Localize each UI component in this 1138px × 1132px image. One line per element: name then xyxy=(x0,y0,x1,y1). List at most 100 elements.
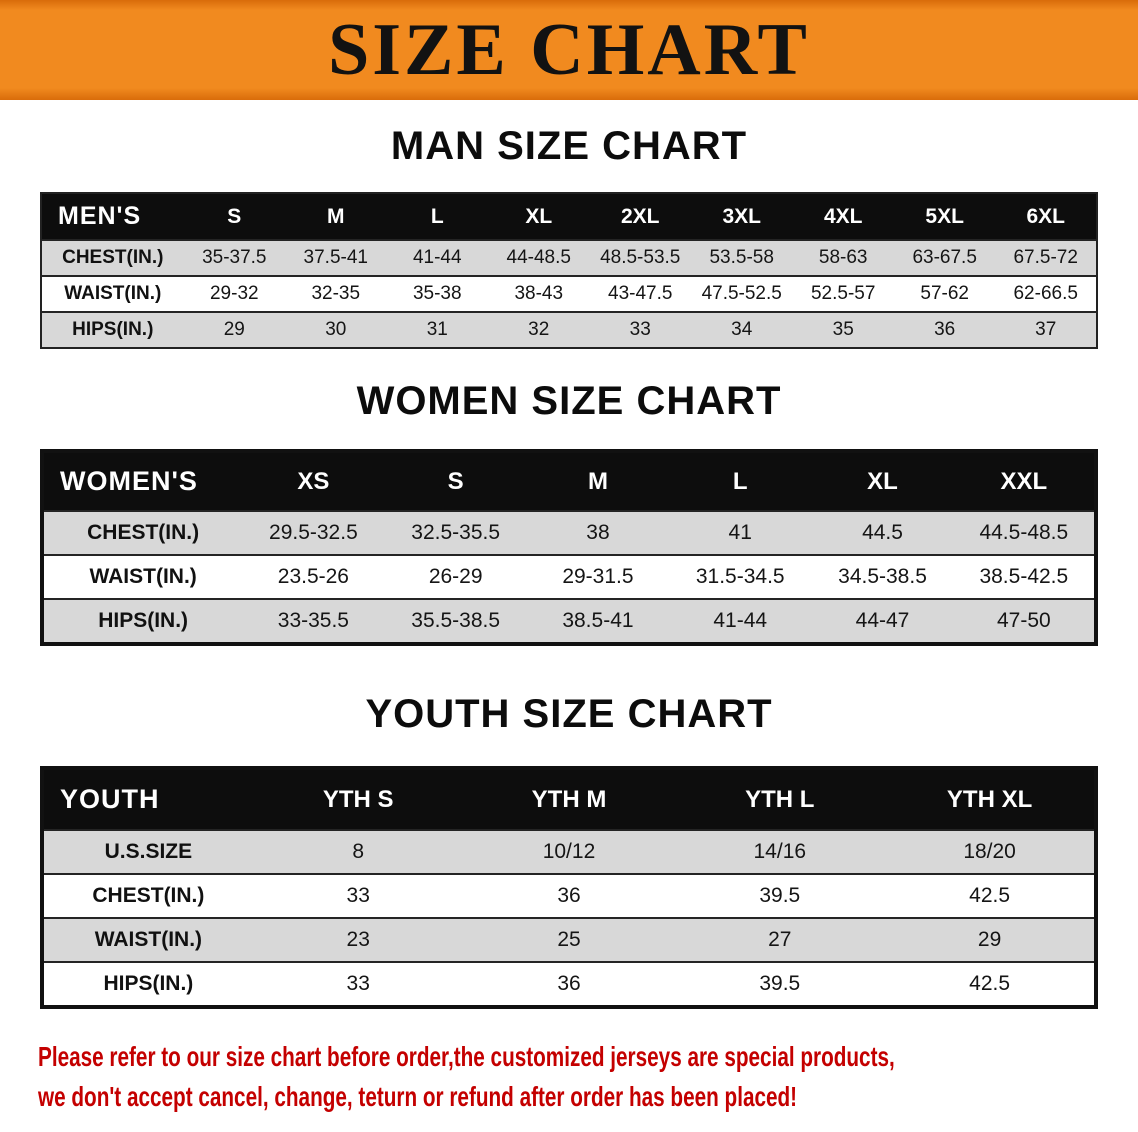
size-value: 29 xyxy=(977,928,1002,951)
size-value: 35-38 xyxy=(412,283,462,304)
size-column-header: 2XL xyxy=(620,204,660,228)
size-column-header: YTH M xyxy=(531,785,607,813)
size-value: 32-35 xyxy=(311,283,361,304)
size-value: 41 xyxy=(728,521,752,544)
size-column-header: L xyxy=(732,467,748,495)
size-value: 33 xyxy=(346,884,370,907)
size-value: 38.5-41 xyxy=(562,609,634,632)
table-row: HIPS(IN.) 33-35.5 35.5-38.5 38.5-41 41-44 44-… xyxy=(42,599,1096,644)
table-row: WAIST(IN.) 23.5-26 26-29 29-31.5 31.5-34.5 34… xyxy=(42,555,1096,599)
table-header-row: YOUTH YTH S YTH M YTH L YTH XL xyxy=(42,768,1096,830)
women-size-section: WOMEN SIZE CHART WOMEN'S XS S M L XL XXL CHEST(… xyxy=(0,379,1138,646)
size-value: 39.5 xyxy=(759,972,801,995)
size-value: 31 xyxy=(426,319,448,340)
size-value: 29-32 xyxy=(209,283,259,304)
size-value: 26-29 xyxy=(428,565,483,588)
size-value: 38 xyxy=(586,521,610,544)
page-title: SIZE CHART xyxy=(328,9,810,91)
youth-size-section: YOUTH SIZE CHART YOUTH YTH S YTH M YTH L YTH… xyxy=(0,692,1138,1009)
size-value: 23.5-26 xyxy=(277,565,349,588)
size-value: 10/12 xyxy=(542,840,596,863)
size-value: 39.5 xyxy=(759,884,801,907)
size-value: 36 xyxy=(557,884,581,907)
size-value: 62-66.5 xyxy=(1013,283,1078,304)
women-size-table: WOMEN'S XS S M L XL XXL CHEST(IN.) 29.5-32.5 32.5… xyxy=(40,449,1098,646)
size-value: 48.5-53.5 xyxy=(600,247,681,268)
size-value: 42.5 xyxy=(969,884,1011,907)
size-column-header: L xyxy=(430,204,444,228)
row-label: CHEST(IN.) xyxy=(92,884,205,907)
size-column-header: 4XL xyxy=(823,204,863,228)
size-value: 36 xyxy=(934,319,956,340)
size-value: 34 xyxy=(731,319,753,340)
size-column-header: YTH XL xyxy=(946,785,1033,813)
table-row: HIPS(IN.) 29 30 31 32 33 34 35 36 37 xyxy=(41,312,1097,348)
row-label: HIPS(IN.) xyxy=(72,319,154,340)
table-row: HIPS(IN.) 33 36 39.5 42.5 xyxy=(42,962,1096,1007)
table-row: CHEST(IN.) 29.5-32.5 32.5-35.5 38 41 44.5 44.5… xyxy=(42,511,1096,555)
size-column-header: XS xyxy=(297,467,330,495)
size-value: 37 xyxy=(1035,319,1057,340)
size-column-header: 3XL xyxy=(722,204,761,228)
disclaimer-note: Please refer to our size chart before or… xyxy=(38,1037,1138,1117)
size-value: 41-44 xyxy=(713,609,768,632)
table-group-label: YOUTH xyxy=(60,784,160,814)
size-value: 23 xyxy=(346,928,370,951)
size-column-header: YTH L xyxy=(745,785,815,813)
size-value: 47-50 xyxy=(996,609,1051,632)
size-value: 67.5-72 xyxy=(1013,247,1078,268)
size-column-header: 5XL xyxy=(925,204,964,228)
size-value: 41-44 xyxy=(412,247,462,268)
size-value: 44-47 xyxy=(855,609,910,632)
men-size-section: MAN SIZE CHART MEN'S S M L XL 2XL 3XL 4XL 5XL 6XL… xyxy=(0,124,1138,349)
size-value: 63-67.5 xyxy=(912,247,977,268)
size-value: 42.5 xyxy=(969,972,1011,995)
size-value: 38-43 xyxy=(514,283,564,304)
youth-size-table: YOUTH YTH S YTH M YTH L YTH XL U.S.SIZE 8 10/12… xyxy=(40,766,1098,1009)
banner: SIZE CHART xyxy=(0,0,1138,100)
size-column-header: YTH S xyxy=(322,785,394,813)
size-value: 34.5-38.5 xyxy=(838,565,927,588)
size-value: 25 xyxy=(557,928,581,951)
size-value: 35 xyxy=(832,319,854,340)
size-column-header: XXL xyxy=(1000,467,1048,495)
row-label: HIPS(IN.) xyxy=(98,609,189,632)
size-column-header: M xyxy=(327,204,345,228)
size-value: 8 xyxy=(352,840,365,863)
size-value: 29.5-32.5 xyxy=(269,521,358,544)
size-value: 52.5-57 xyxy=(810,283,876,304)
table-row: U.S.SIZE 8 10/12 14/16 18/20 xyxy=(42,830,1096,874)
table-row: CHEST(IN.) 35-37.5 37.5-41 41-44 44-48.5 48.5… xyxy=(41,240,1097,276)
size-value: 14/16 xyxy=(753,840,807,863)
size-column-header: M xyxy=(587,467,608,495)
table-row: WAIST(IN.) 23 25 27 29 xyxy=(42,918,1096,962)
size-column-header: 6XL xyxy=(1026,204,1065,228)
row-label: WAIST(IN.) xyxy=(94,928,203,951)
size-value: 32 xyxy=(528,319,550,340)
row-label: CHEST(IN.) xyxy=(87,521,200,544)
size-value: 18/20 xyxy=(963,840,1016,863)
disclaimer-line-2: we don't accept cancel, change, teturn o… xyxy=(38,1080,798,1112)
table-row: CHEST(IN.) 33 36 39.5 42.5 xyxy=(42,874,1096,918)
row-label: U.S.SIZE xyxy=(104,840,193,863)
size-value: 30 xyxy=(325,319,347,340)
size-value: 29 xyxy=(223,319,245,340)
row-label: HIPS(IN.) xyxy=(103,972,194,995)
size-value: 33-35.5 xyxy=(277,609,349,632)
size-value: 44.5 xyxy=(862,521,903,544)
size-value: 35-37.5 xyxy=(202,247,267,268)
size-value: 38.5-42.5 xyxy=(979,565,1069,588)
size-value: 57-62 xyxy=(920,283,969,304)
size-value: 35.5-38.5 xyxy=(411,609,501,632)
size-value: 43-47.5 xyxy=(608,283,673,304)
table-group-label: WOMEN'S xyxy=(60,466,198,496)
size-value: 37.5-41 xyxy=(303,247,368,268)
size-value: 32.5-35.5 xyxy=(411,521,501,544)
size-column-header: S xyxy=(227,204,242,228)
size-value: 29-31.5 xyxy=(562,565,634,588)
size-value: 31.5-34.5 xyxy=(695,565,785,588)
women-chart-heading: WOMEN SIZE CHART xyxy=(356,379,782,423)
size-value: 58-63 xyxy=(818,247,868,268)
row-label: WAIST(IN.) xyxy=(89,565,197,588)
